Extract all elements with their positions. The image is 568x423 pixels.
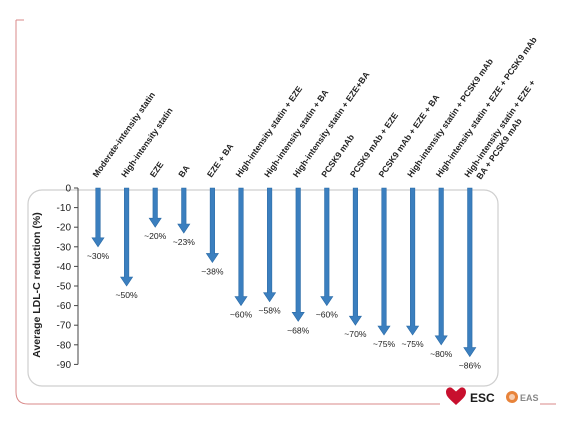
eas-logo: EAS (506, 391, 539, 403)
eas-logo-text: EAS (520, 393, 539, 403)
data-label: ~50% (115, 290, 138, 300)
data-label: ~70% (344, 329, 367, 339)
y-tick-label: -90 (57, 360, 72, 371)
y-tick-label: -80 (57, 340, 72, 351)
y-tick-label: -60 (57, 301, 72, 312)
data-label: ~38% (201, 266, 224, 276)
outer-frame-line (15, 20, 440, 405)
bar-arrow (120, 187, 134, 287)
y-tick-label: -50 (57, 282, 72, 293)
y-tick-label: -20 (57, 223, 72, 234)
esc-heart-icon (446, 387, 466, 405)
data-label: ~75% (373, 339, 396, 349)
category-label: High-intensity statin (119, 106, 175, 179)
category-label: EZE + BA (205, 142, 236, 180)
y-tick-label: -40 (57, 262, 72, 273)
bar-arrow (263, 187, 277, 303)
plot-panel (27, 189, 499, 387)
category-label: BA (176, 163, 191, 179)
data-label: ~80% (430, 349, 453, 359)
bar-arrow (463, 187, 477, 358)
data-label: ~20% (144, 231, 167, 241)
data-label: ~75% (401, 339, 424, 349)
bar-arrow (434, 187, 448, 346)
esc-logo: ESC (446, 387, 495, 405)
bar-arrow (291, 187, 305, 322)
data-label: ~60% (316, 310, 339, 320)
y-tick-label: -70 (57, 321, 72, 332)
data-label: ~58% (258, 306, 281, 316)
bar-arrow (148, 187, 162, 228)
data-label: ~23% (173, 237, 196, 247)
bar-arrow (348, 187, 362, 326)
data-label: ~30% (87, 251, 110, 261)
category-label: EZE (148, 160, 166, 180)
bar-arrow (234, 187, 248, 307)
bar-arrow (177, 187, 191, 234)
data-label: ~60% (230, 310, 253, 320)
y-tick-label: -30 (57, 242, 72, 253)
bar-arrow (91, 187, 105, 248)
esc-logo-text: ESC (470, 391, 495, 405)
data-label: ~68% (287, 325, 310, 335)
y-axis-label: Average LDL-C reduction (%) (31, 212, 43, 357)
bar-arrow (406, 187, 420, 336)
category-label: PCSK9 mAb + EZE (348, 110, 400, 179)
y-tick-label: -10 (57, 203, 72, 214)
bar-arrow (320, 187, 334, 307)
y-tick-label: 0 (65, 184, 71, 195)
bar-arrow (205, 187, 219, 264)
bar-arrow (377, 187, 391, 336)
data-label: ~86% (459, 361, 482, 371)
